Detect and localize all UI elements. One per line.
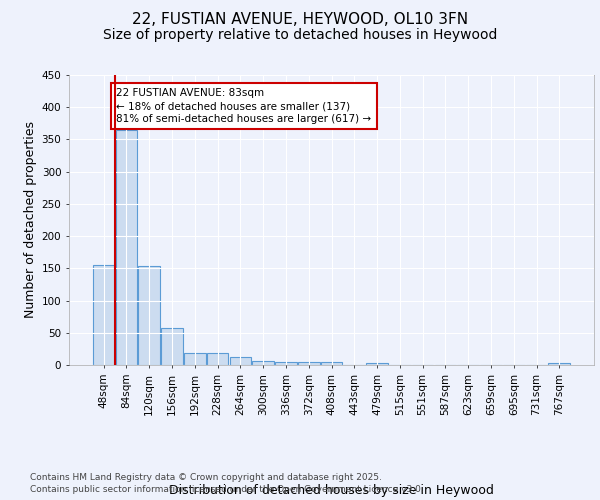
Text: Contains HM Land Registry data © Crown copyright and database right 2025.: Contains HM Land Registry data © Crown c… bbox=[30, 472, 382, 482]
Bar bbox=[116, 130, 137, 365]
Y-axis label: Number of detached properties: Number of detached properties bbox=[25, 122, 37, 318]
Bar bbox=[548, 363, 570, 365]
Bar bbox=[184, 354, 206, 365]
X-axis label: Distribution of detached houses by size in Heywood: Distribution of detached houses by size … bbox=[169, 484, 494, 497]
Bar bbox=[320, 362, 343, 365]
Bar bbox=[230, 356, 251, 365]
Text: 22, FUSTIAN AVENUE, HEYWOOD, OL10 3FN: 22, FUSTIAN AVENUE, HEYWOOD, OL10 3FN bbox=[132, 12, 468, 28]
Bar bbox=[207, 354, 229, 365]
Bar bbox=[275, 362, 297, 365]
Text: 22 FUSTIAN AVENUE: 83sqm
← 18% of detached houses are smaller (137)
81% of semi-: 22 FUSTIAN AVENUE: 83sqm ← 18% of detach… bbox=[116, 88, 371, 124]
Bar bbox=[298, 362, 320, 365]
Bar bbox=[253, 361, 274, 365]
Text: Contains public sector information licensed under the Open Government Licence v3: Contains public sector information licen… bbox=[30, 485, 424, 494]
Bar bbox=[366, 363, 388, 365]
Bar bbox=[139, 266, 160, 365]
Bar bbox=[93, 265, 115, 365]
Bar bbox=[161, 328, 183, 365]
Text: Size of property relative to detached houses in Heywood: Size of property relative to detached ho… bbox=[103, 28, 497, 42]
